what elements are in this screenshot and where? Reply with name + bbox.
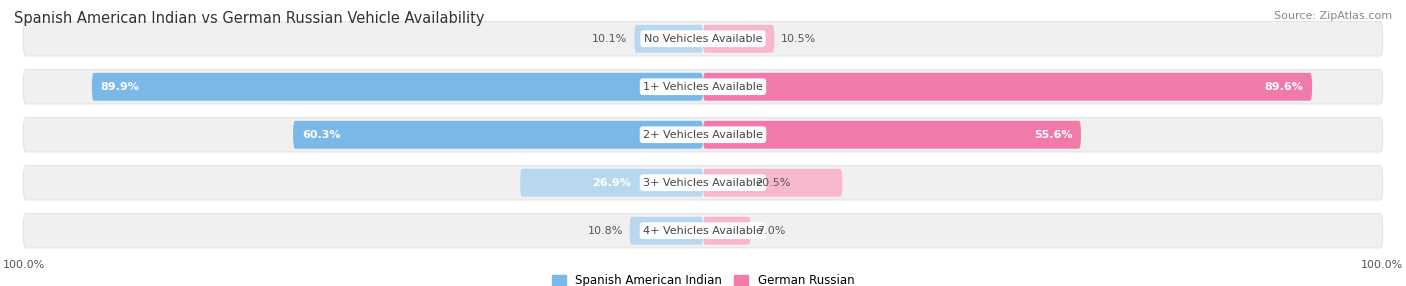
Text: 26.9%: 26.9% bbox=[592, 178, 631, 188]
FancyBboxPatch shape bbox=[22, 21, 1384, 56]
Text: 55.6%: 55.6% bbox=[1033, 130, 1073, 140]
FancyBboxPatch shape bbox=[22, 118, 1384, 152]
Text: 100.0%: 100.0% bbox=[1361, 260, 1403, 270]
Text: Spanish American Indian vs German Russian Vehicle Availability: Spanish American Indian vs German Russia… bbox=[14, 11, 485, 26]
FancyBboxPatch shape bbox=[703, 217, 751, 245]
Text: 10.1%: 10.1% bbox=[592, 34, 627, 44]
FancyBboxPatch shape bbox=[22, 213, 1384, 248]
Text: 10.8%: 10.8% bbox=[588, 226, 623, 236]
FancyBboxPatch shape bbox=[634, 25, 703, 53]
Text: 89.9%: 89.9% bbox=[101, 82, 139, 92]
FancyBboxPatch shape bbox=[520, 169, 703, 197]
Text: 100.0%: 100.0% bbox=[3, 260, 45, 270]
Text: 1+ Vehicles Available: 1+ Vehicles Available bbox=[643, 82, 763, 92]
Legend: Spanish American Indian, German Russian: Spanish American Indian, German Russian bbox=[551, 274, 855, 286]
Text: 10.5%: 10.5% bbox=[782, 34, 817, 44]
FancyBboxPatch shape bbox=[703, 25, 775, 53]
Text: 2+ Vehicles Available: 2+ Vehicles Available bbox=[643, 130, 763, 140]
FancyBboxPatch shape bbox=[703, 169, 842, 197]
Text: 60.3%: 60.3% bbox=[302, 130, 340, 140]
Text: 4+ Vehicles Available: 4+ Vehicles Available bbox=[643, 226, 763, 236]
FancyBboxPatch shape bbox=[630, 217, 703, 245]
FancyBboxPatch shape bbox=[22, 69, 1384, 104]
FancyBboxPatch shape bbox=[292, 121, 703, 149]
FancyBboxPatch shape bbox=[703, 73, 1312, 101]
Text: 89.6%: 89.6% bbox=[1264, 82, 1303, 92]
FancyBboxPatch shape bbox=[91, 73, 703, 101]
Text: 7.0%: 7.0% bbox=[758, 226, 786, 236]
Text: 3+ Vehicles Available: 3+ Vehicles Available bbox=[643, 178, 763, 188]
FancyBboxPatch shape bbox=[703, 121, 1081, 149]
Text: No Vehicles Available: No Vehicles Available bbox=[644, 34, 762, 44]
Text: 20.5%: 20.5% bbox=[755, 178, 790, 188]
Text: Source: ZipAtlas.com: Source: ZipAtlas.com bbox=[1274, 11, 1392, 21]
FancyBboxPatch shape bbox=[22, 166, 1384, 200]
